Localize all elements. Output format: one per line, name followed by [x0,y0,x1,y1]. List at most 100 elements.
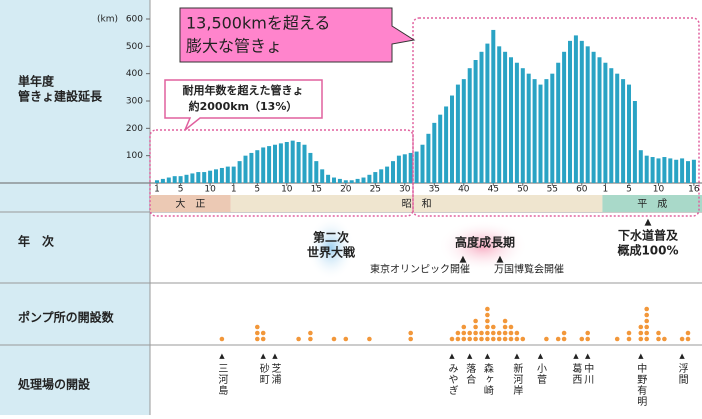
x-tick-label: 30 [399,185,411,195]
callout-text: 膨大な管きょ [186,37,282,56]
plant-marker: ▲ [585,352,591,360]
pump-dot [485,324,490,330]
bar [178,176,183,183]
bar [538,84,543,183]
bar [491,29,496,183]
pump-dot [467,336,473,342]
pump-dot [260,336,266,342]
pump-dot [308,330,313,336]
pump-count [485,306,490,342]
bar [556,62,561,183]
y-tick-label: 100 [126,151,143,161]
bar [520,68,525,183]
y-tick-label: 300 [126,97,143,107]
y-unit: (km) [97,15,118,25]
pump-dot [656,330,661,336]
marker: ▲ [497,255,504,265]
pump-count [656,330,661,342]
pump-dot [644,312,649,318]
pump-count [626,330,632,342]
bar [550,73,555,183]
bar [497,46,502,184]
row-label: ポンプ所の開設数 [18,310,115,325]
bar [562,51,567,183]
pump-dot [685,330,691,336]
plant-name: 新河岸 [511,362,523,396]
bar [214,169,218,183]
pump-dot [561,336,567,342]
bar [402,154,407,183]
plant-name: 砂町 [257,362,269,385]
pump-dot [514,336,520,342]
pump-dot [254,336,260,342]
row-label: 管きょ建設延長 [18,89,103,104]
annotation: 万国博覧会開催 [494,263,564,276]
bar [385,166,390,183]
pump-dot [473,318,478,324]
plant-name: みやぎ [446,363,458,396]
era-label: 平 成 [637,198,667,210]
bar [579,40,584,183]
bar [278,143,283,183]
plant-marker: ▲ [485,352,491,360]
pump-dot [408,336,414,342]
bar [249,152,254,183]
eras: 大 正昭 和平 成 [150,195,702,212]
pump-count [544,336,549,342]
bar [615,73,620,183]
pump-count [308,330,313,342]
pump-dot [496,336,502,342]
bar [408,152,413,183]
pump-dot [644,324,649,330]
pump-dot [685,336,691,342]
pump-dot [467,330,473,336]
pump-count [579,336,585,342]
pump-dot [638,330,644,336]
pump-dot [491,336,496,342]
pump-dot [296,336,301,342]
pump-dot [508,324,514,330]
pump-dot [561,330,567,336]
bar [691,159,696,183]
bar [656,158,661,183]
y-tick-label: 200 [126,124,143,134]
bar [632,101,637,183]
bar [597,57,602,184]
plant-name: 落合 [464,363,476,385]
pump-dot [502,318,508,324]
pump-dot [679,336,685,342]
glow [438,220,528,272]
highlight-box [412,17,700,217]
bar [396,155,401,183]
plant-name: 小菅 [535,363,547,385]
pump-dot [331,336,337,342]
pump-count [685,330,691,342]
bar [644,155,649,183]
pump-dot [520,336,526,342]
pump-count [496,330,502,342]
bar [485,43,490,183]
callout-text: 13,500kmを超える [186,14,330,33]
bar [231,166,236,183]
bar [621,79,626,183]
pump-dot [461,336,467,342]
pump-count [514,330,520,342]
plant-marker: ▲ [573,352,579,360]
marker: ▲ [645,218,652,228]
x-tick-label: 50 [517,185,529,195]
bar [255,150,260,183]
bar [320,169,325,183]
pump-dot [644,330,649,336]
bar [420,144,425,183]
marker: ▲ [460,255,467,265]
bar [467,68,472,183]
pump-count [502,318,508,342]
pump-count [585,330,590,342]
x-tick-label: 10 [281,185,293,195]
pump-count [467,330,473,342]
pump-dot [449,336,455,342]
bar [526,73,531,183]
pump-count [662,336,667,342]
pump-count [254,324,260,342]
bar [379,169,384,183]
